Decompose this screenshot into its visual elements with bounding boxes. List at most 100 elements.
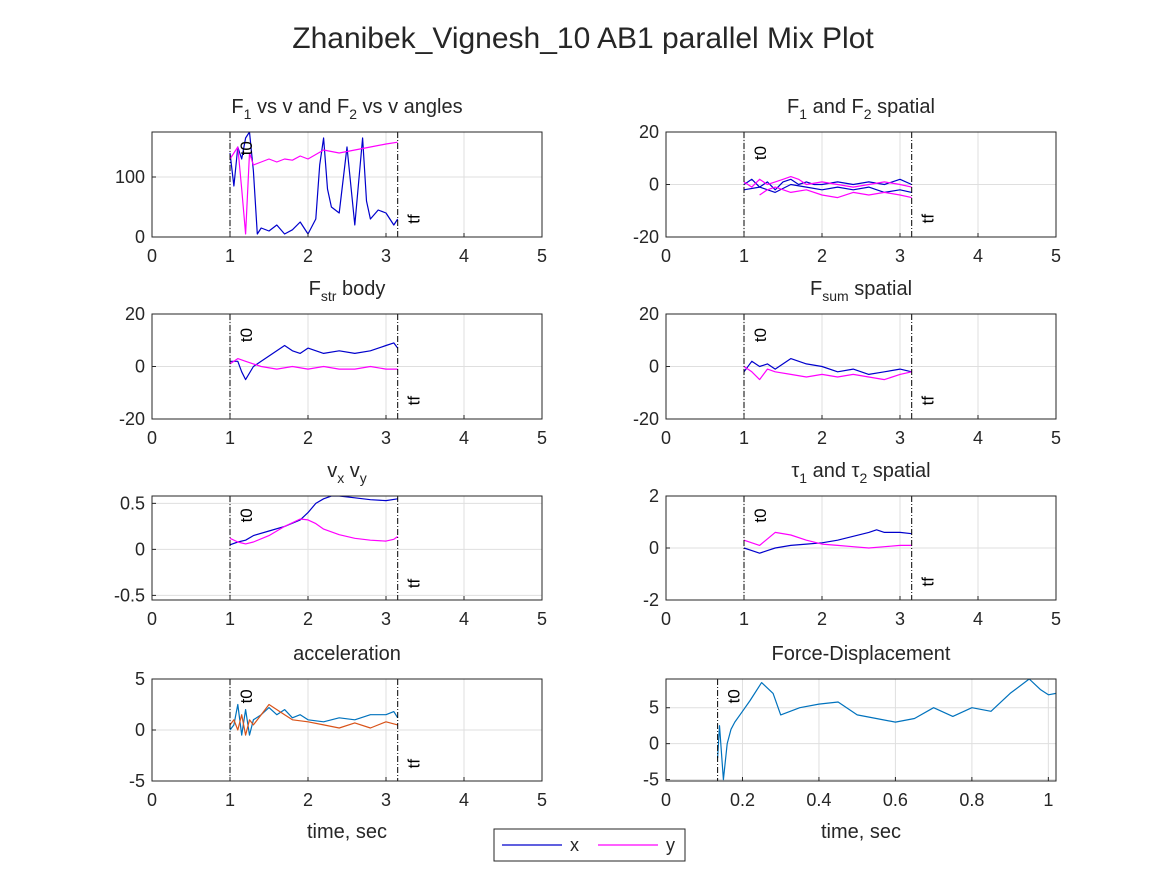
title-part: spatial bbox=[872, 96, 935, 118]
title-part: spatial bbox=[849, 278, 912, 300]
title-part: F bbox=[787, 96, 799, 118]
x-tick-label: 4 bbox=[459, 609, 469, 629]
series-line-0 bbox=[229, 496, 398, 546]
series-line-0 bbox=[230, 342, 399, 381]
series-line-0 bbox=[743, 178, 912, 191]
x-tick-label: 0.6 bbox=[883, 790, 908, 810]
subplot-title: τ1 and τ2 spatial bbox=[791, 460, 930, 486]
x-tick-label: 0.4 bbox=[806, 790, 831, 810]
marker-label-tf: tf bbox=[919, 214, 938, 224]
title-part: τ bbox=[791, 460, 799, 482]
y-tick-label: 2 bbox=[649, 486, 659, 506]
x-tick-label: 0 bbox=[147, 609, 157, 629]
marker-label-tf: tf bbox=[405, 578, 424, 588]
y-tick-label: 0 bbox=[135, 539, 145, 559]
y-tick-label: 0 bbox=[135, 720, 145, 740]
x-tick-label: 4 bbox=[973, 609, 983, 629]
subplot-title: Force-Displacement bbox=[772, 643, 951, 665]
x-tick-label: 3 bbox=[381, 609, 391, 629]
y-tick-label: -2 bbox=[643, 590, 659, 610]
marker-label-t0: t0 bbox=[751, 328, 770, 342]
subplot-title: F1 and F2 spatial bbox=[787, 96, 935, 122]
series-line-1 bbox=[229, 703, 398, 736]
y-tick-label: 0 bbox=[649, 175, 659, 195]
x-tick-label: 4 bbox=[459, 428, 469, 448]
subplot-title: F1 vs v and F2 vs v angles bbox=[231, 96, 462, 122]
subplot-8: t00 0.2 0.4 0.6 0.8 1-505Force-Displacementti… bbox=[643, 643, 1057, 843]
x-tick-label: 5 bbox=[1051, 609, 1061, 629]
y-tick-label: 20 bbox=[639, 304, 659, 324]
x-tick-label: 2 bbox=[303, 246, 313, 266]
x-tick-label: 1 bbox=[225, 790, 235, 810]
title-part: vs v angles bbox=[357, 96, 463, 118]
x-tick-label: 0 bbox=[661, 428, 671, 448]
subplot-title: vx vy bbox=[327, 460, 367, 486]
x-axis-label: time, sec bbox=[307, 821, 387, 843]
series-line-1 bbox=[229, 518, 399, 545]
x-tick-label: 0 bbox=[661, 246, 671, 266]
title-part: and F bbox=[807, 96, 864, 118]
x-tick-label: 0 bbox=[661, 609, 671, 629]
y-tick-label: 100 bbox=[115, 167, 145, 187]
y-tick-label: 0.5 bbox=[120, 493, 145, 513]
series-line-0 bbox=[743, 529, 912, 554]
marker-label-t0: t0 bbox=[751, 508, 770, 522]
title-part: 1 bbox=[799, 470, 807, 486]
subplot-title: Fsum spatial bbox=[810, 278, 912, 304]
title-part: vs v and F bbox=[251, 96, 349, 118]
x-tick-label: 1 bbox=[1043, 790, 1053, 810]
x-tick-label: 1 bbox=[739, 428, 749, 448]
y-tick-label: 5 bbox=[649, 698, 659, 718]
series-line-1 bbox=[743, 366, 912, 381]
x-tick-label: 0.8 bbox=[959, 790, 984, 810]
x-tick-label: 0.2 bbox=[730, 790, 755, 810]
axes-box bbox=[151, 131, 543, 238]
y-tick-label: 0 bbox=[649, 538, 659, 558]
title-part: 2 bbox=[859, 470, 867, 486]
series-line-2 bbox=[743, 183, 912, 193]
title-part: 2 bbox=[349, 106, 357, 122]
axes-box bbox=[151, 495, 543, 601]
series-line-0 bbox=[229, 132, 399, 235]
title-part: 1 bbox=[244, 106, 252, 122]
x-tick-label: 4 bbox=[973, 428, 983, 448]
y-tick-label: 20 bbox=[125, 304, 145, 324]
legend: x y bbox=[493, 828, 686, 862]
figure-title: Zhanibek_Vignesh_10 AB1 parallel Mix Plo… bbox=[292, 22, 874, 55]
subplot-title: acceleration bbox=[293, 643, 401, 665]
title-part: F bbox=[309, 278, 321, 300]
series-line-0 bbox=[229, 703, 399, 736]
title-part: spatial bbox=[867, 460, 930, 482]
x-tick-label: 3 bbox=[381, 790, 391, 810]
x-tick-label: 2 bbox=[817, 609, 827, 629]
y-tick-label: -5 bbox=[643, 770, 659, 790]
y-tick-label: -5 bbox=[129, 771, 145, 791]
x-tick-label: 1 bbox=[739, 246, 749, 266]
x-tick-label: 2 bbox=[817, 428, 827, 448]
y-tick-label: -20 bbox=[119, 409, 145, 429]
x-tick-label: 1 bbox=[739, 609, 749, 629]
x-tick-label: 5 bbox=[537, 790, 547, 810]
title-part: v bbox=[327, 460, 337, 482]
legend-label-x: x bbox=[570, 835, 579, 855]
series-line-0 bbox=[743, 358, 912, 375]
x-tick-label: 1 bbox=[225, 246, 235, 266]
marker-label-t0: t0 bbox=[237, 328, 256, 342]
marker-label-tf: tf bbox=[405, 396, 424, 406]
marker-label-tf: tf bbox=[919, 577, 938, 587]
x-axis-label: time, sec bbox=[821, 821, 901, 843]
marker-label-t0: t0 bbox=[237, 508, 256, 522]
series-line-1 bbox=[229, 358, 398, 370]
title-part: Force-Displacement bbox=[772, 643, 951, 665]
marker-label-tf: tf bbox=[405, 214, 424, 224]
axes-box bbox=[665, 678, 1057, 782]
series-line-0 bbox=[717, 679, 1056, 781]
series-line-1 bbox=[229, 141, 398, 235]
x-tick-label: 3 bbox=[895, 428, 905, 448]
